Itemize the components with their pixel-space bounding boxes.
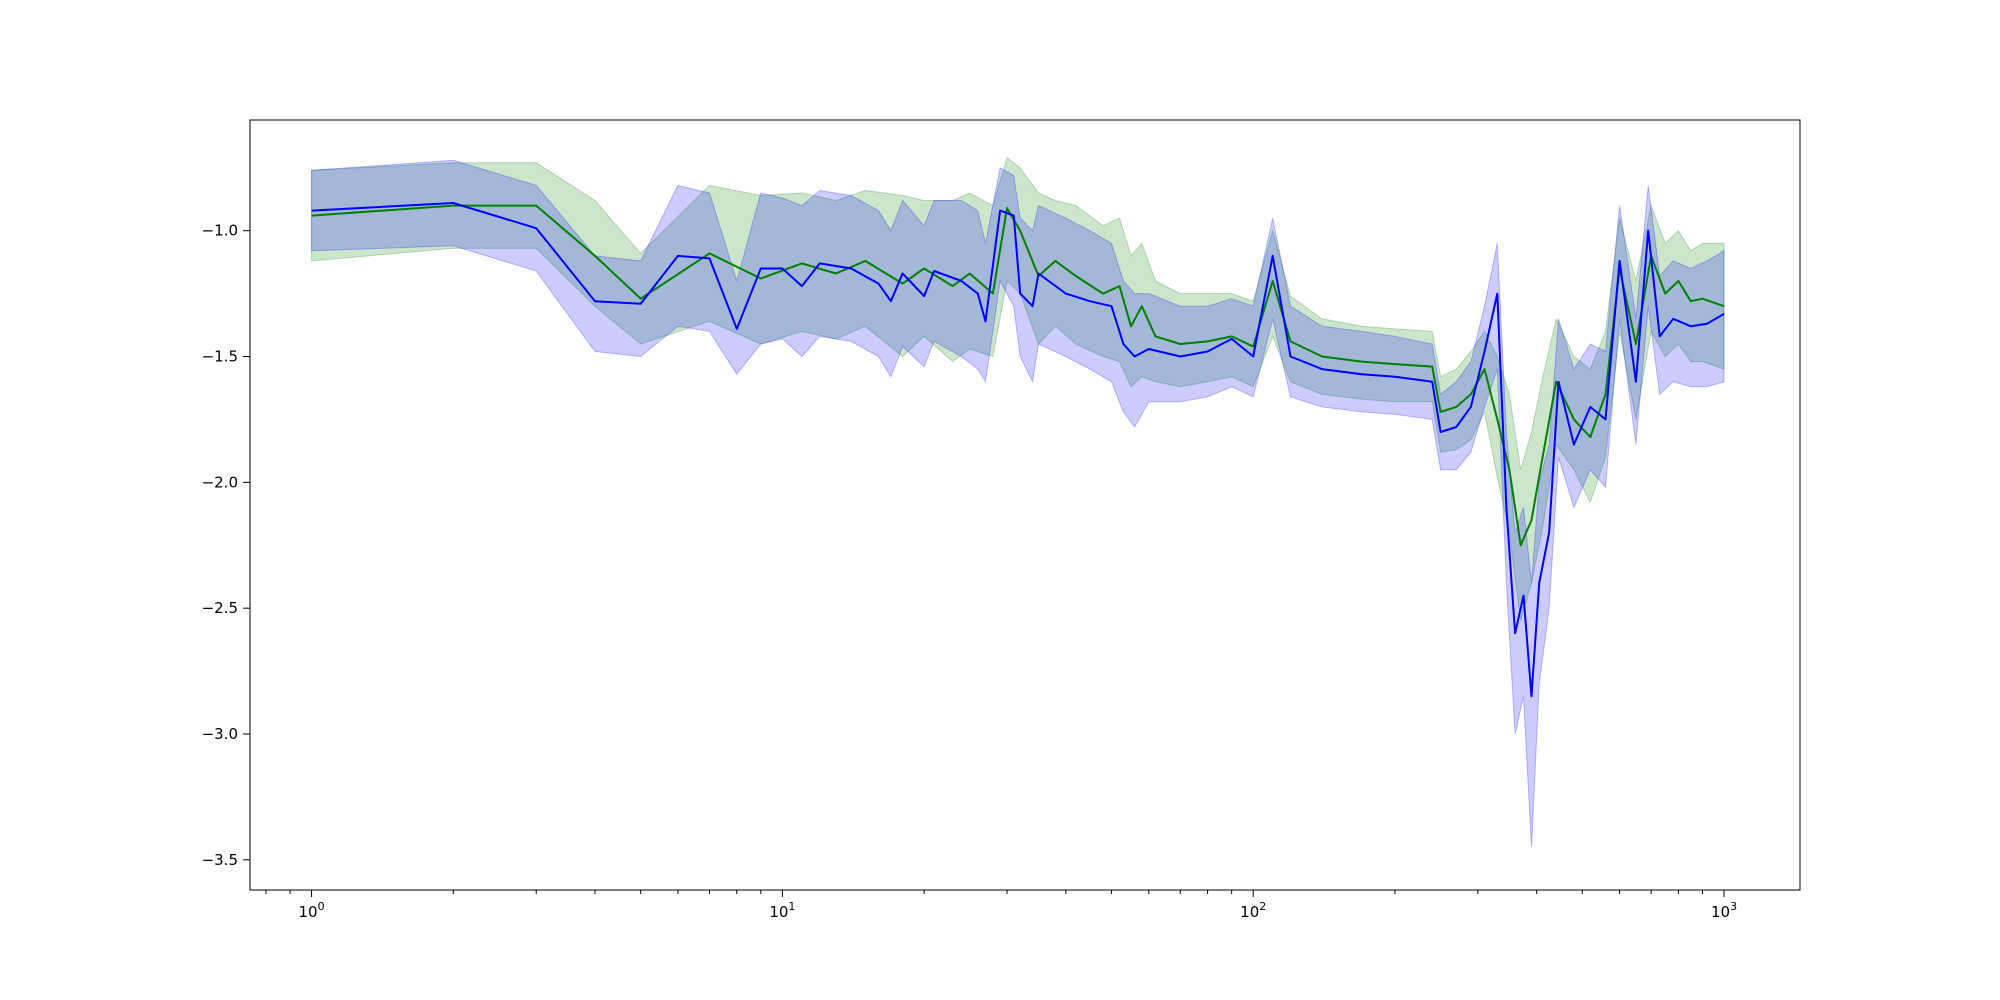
x-tick-label: 101: [769, 900, 795, 921]
y-tick-label: −3.5: [202, 851, 238, 869]
x-tick-label: 103: [1711, 900, 1737, 921]
y-tick-label: −1.5: [202, 348, 238, 366]
x-tick-label: 102: [1240, 900, 1266, 921]
y-tick-label: −2.5: [202, 599, 238, 617]
y-tick-label: −3.0: [202, 725, 238, 743]
y-tick-label: −2.0: [202, 473, 238, 491]
plot-frame: [249, 119, 1801, 891]
series-2-line: [311, 202, 1725, 698]
series-2-band: [311, 159, 1725, 848]
x-axis: 100 101 102 103: [265, 890, 1737, 921]
series-lines: [311, 202, 1725, 698]
y-tick-label: −1.0: [202, 222, 238, 240]
series-1-line: [311, 204, 1725, 547]
y-axis: −1.0 −1.5 −2.0 −2.5 −3.0 −3.5: [202, 222, 250, 869]
x-tick-label: 100: [299, 900, 325, 921]
